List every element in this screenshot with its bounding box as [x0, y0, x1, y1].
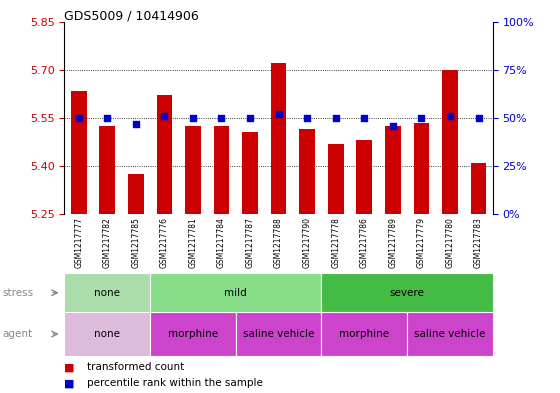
Text: GSM1217778: GSM1217778	[331, 217, 340, 268]
Text: GSM1217776: GSM1217776	[160, 217, 169, 268]
Bar	[321, 312, 407, 356]
Bar	[150, 273, 321, 312]
Bar	[99, 126, 115, 214]
Point	[446, 113, 455, 119]
Text: GSM1217782: GSM1217782	[102, 217, 112, 268]
Text: stress: stress	[3, 288, 34, 298]
Bar	[242, 132, 258, 214]
Bar	[470, 163, 487, 214]
Point	[160, 113, 169, 119]
Bar	[321, 273, 493, 312]
Point	[103, 115, 112, 121]
Text: GSM1217779: GSM1217779	[417, 217, 426, 268]
Text: GSM1217788: GSM1217788	[274, 217, 283, 268]
Text: saline vehicle: saline vehicle	[243, 329, 314, 339]
Text: GDS5009 / 10414906: GDS5009 / 10414906	[64, 10, 199, 23]
Point	[74, 115, 83, 121]
Text: GSM1217789: GSM1217789	[388, 217, 398, 268]
Bar	[150, 312, 236, 356]
Text: GSM1217777: GSM1217777	[74, 217, 83, 268]
Text: ■: ■	[64, 378, 75, 388]
Bar	[270, 63, 287, 214]
Point	[245, 115, 254, 121]
Bar	[413, 123, 430, 214]
Text: severe: severe	[390, 288, 424, 298]
Text: saline vehicle: saline vehicle	[414, 329, 486, 339]
Bar	[236, 312, 321, 356]
Point	[217, 115, 226, 121]
Point	[331, 115, 340, 121]
Text: transformed count: transformed count	[87, 362, 184, 373]
Point	[417, 115, 426, 121]
Point	[188, 115, 198, 121]
Bar	[64, 273, 150, 312]
Text: GSM1217783: GSM1217783	[474, 217, 483, 268]
Bar	[328, 143, 344, 214]
Text: GSM1217781: GSM1217781	[188, 217, 198, 268]
Bar	[356, 140, 372, 214]
Bar	[64, 312, 150, 356]
Point	[388, 123, 397, 129]
Text: morphine: morphine	[339, 329, 389, 339]
Text: none: none	[94, 329, 120, 339]
Text: mild: mild	[225, 288, 247, 298]
Bar	[442, 70, 458, 214]
Text: GSM1217780: GSM1217780	[445, 217, 455, 268]
Bar	[185, 126, 201, 214]
Text: GSM1217784: GSM1217784	[217, 217, 226, 268]
Point	[302, 115, 311, 121]
Bar	[213, 126, 230, 214]
Bar	[156, 95, 172, 214]
Bar	[299, 129, 315, 214]
Point	[360, 115, 368, 121]
Text: GSM1217785: GSM1217785	[131, 217, 141, 268]
Bar	[407, 312, 493, 356]
Text: GSM1217790: GSM1217790	[302, 217, 312, 268]
Text: GSM1217786: GSM1217786	[360, 217, 369, 268]
Text: GSM1217787: GSM1217787	[245, 217, 255, 268]
Point	[274, 111, 283, 117]
Text: percentile rank within the sample: percentile rank within the sample	[87, 378, 263, 388]
Text: ■: ■	[64, 362, 75, 373]
Text: none: none	[94, 288, 120, 298]
Bar	[128, 174, 144, 214]
Text: morphine: morphine	[168, 329, 218, 339]
Text: agent: agent	[3, 329, 33, 339]
Bar	[71, 91, 87, 214]
Point	[474, 115, 483, 121]
Bar	[385, 126, 401, 214]
Point	[131, 121, 140, 127]
